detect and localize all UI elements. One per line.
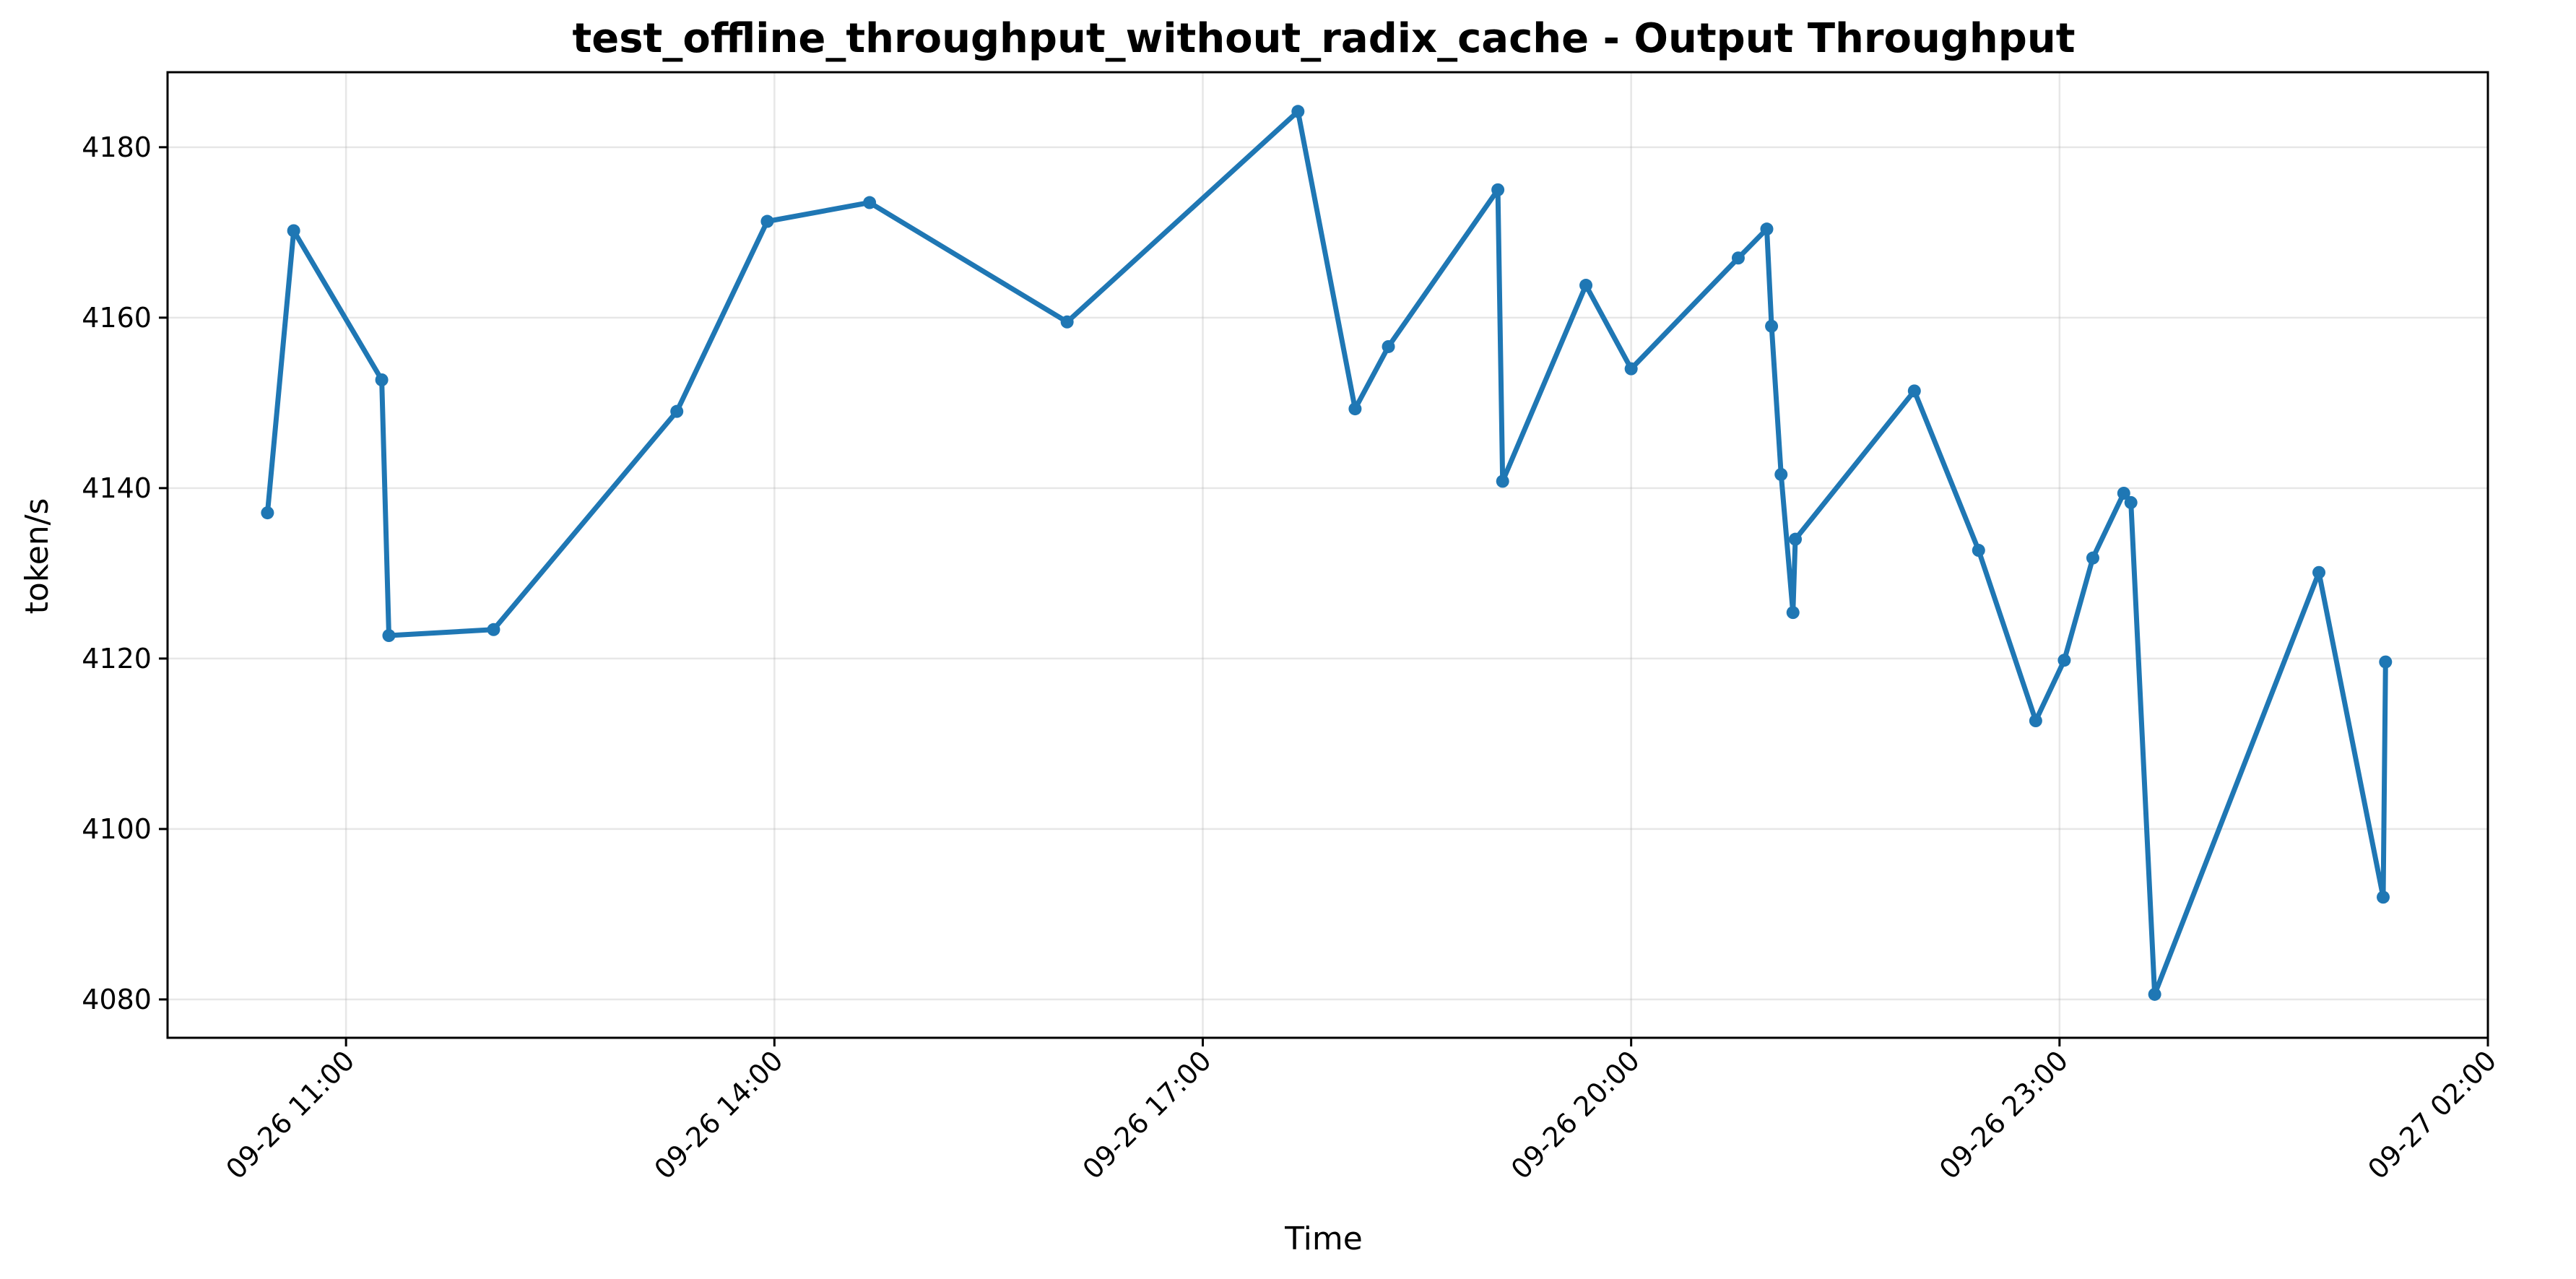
data-point xyxy=(2377,890,2390,904)
data-point xyxy=(1731,251,1745,265)
data-point xyxy=(2086,551,2099,565)
data-point xyxy=(1348,402,1362,416)
y-tick-label: 4100 xyxy=(82,813,152,845)
data-point xyxy=(261,506,274,520)
data-point xyxy=(1624,362,1638,376)
y-tick-label: 4160 xyxy=(82,302,152,334)
data-point xyxy=(760,214,774,228)
y-tick-label: 4180 xyxy=(82,131,152,163)
data-point xyxy=(1789,532,1803,546)
data-point xyxy=(375,373,389,386)
data-point xyxy=(1786,606,1800,620)
data-point xyxy=(487,623,500,636)
data-point xyxy=(1765,319,1779,333)
data-point xyxy=(2124,495,2138,509)
y-axis-label: token/s xyxy=(19,498,56,615)
chart-title: test_offline_throughput_without_radix_ca… xyxy=(572,15,2075,62)
data-point xyxy=(382,629,396,643)
y-tick-label: 4080 xyxy=(82,984,152,1015)
data-point xyxy=(1382,339,1395,353)
data-point xyxy=(670,404,684,418)
plot-frame xyxy=(166,71,2489,1039)
y-tick-label: 4140 xyxy=(82,472,152,504)
x-axis-label: Time xyxy=(1284,1221,1363,1257)
y-tick-label: 4120 xyxy=(82,643,152,675)
chart-text: test_offline_throughput_without_radix_ca… xyxy=(19,15,2076,1257)
data-point xyxy=(2029,714,2042,728)
data-point xyxy=(863,196,877,209)
data-point xyxy=(1291,105,1305,118)
data-point xyxy=(2057,654,2071,667)
data-point xyxy=(2117,486,2130,500)
grid-lines xyxy=(168,72,2489,1038)
data-point xyxy=(1060,315,1074,329)
data-point xyxy=(1972,544,1985,558)
data-point xyxy=(1579,279,1593,292)
data-point xyxy=(2312,565,2326,579)
data-point xyxy=(2148,987,2161,1001)
data-point xyxy=(2379,655,2393,669)
series-layer xyxy=(261,105,2393,1001)
data-point xyxy=(1496,474,1509,488)
data-point xyxy=(1491,183,1505,196)
data-point xyxy=(1774,467,1788,481)
data-point xyxy=(1907,384,1921,398)
data-point xyxy=(1760,222,1774,236)
data-point xyxy=(287,224,300,238)
